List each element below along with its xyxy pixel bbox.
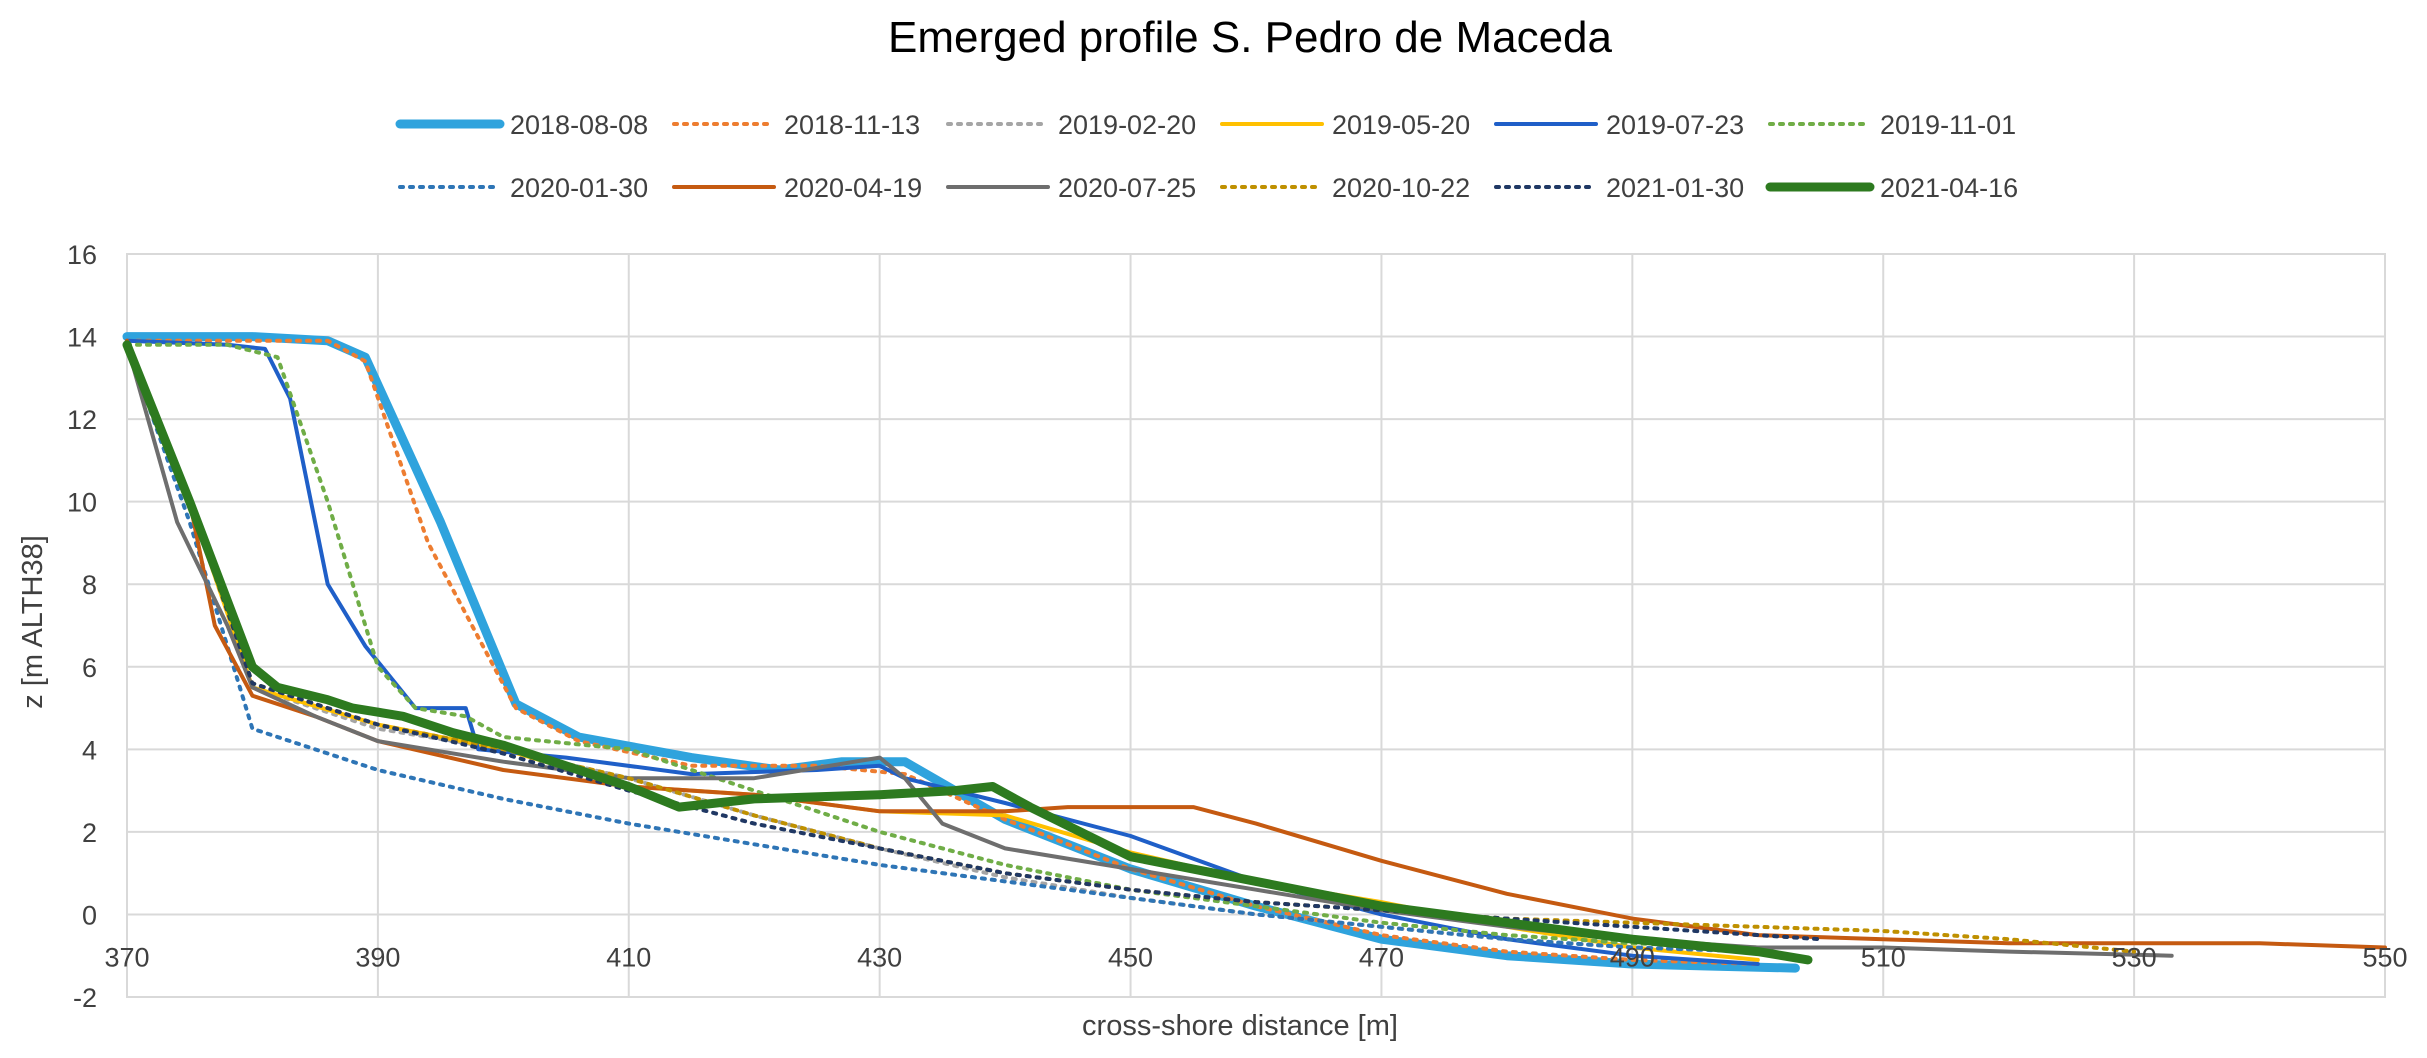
legend-label: 2020-04-19	[784, 173, 922, 203]
plot-area	[126, 253, 2386, 998]
y-tick-label: 0	[82, 900, 97, 930]
legend-label: 2020-01-30	[510, 173, 648, 203]
legend: 2018-08-08 2018-11-13 2019-02-20 2019-05-20…	[395, 110, 2018, 203]
legend-label: 2019-07-23	[1606, 110, 1744, 140]
legend-label: 2018-11-13	[784, 110, 920, 140]
y-axis-label: z [m ALTH38]	[17, 535, 49, 709]
legend-item: 2020-01-30	[398, 173, 648, 203]
legend-label: 2019-11-01	[1880, 110, 2016, 140]
series-line-2018-08-08	[122, 332, 1800, 973]
x-axis-label: cross-shore distance [m]	[1082, 1010, 1398, 1042]
series-line-2021-04-16	[122, 340, 1813, 965]
series-line-2020-01-30	[125, 342, 1760, 954]
legend-item: 2019-05-20	[1220, 110, 1470, 140]
x-tick-label: 550	[2362, 942, 2407, 972]
legend-item: 2019-11-01	[1768, 110, 2016, 140]
legend-item: 2018-08-08	[395, 110, 648, 140]
legend-item: 2019-02-20	[946, 110, 1196, 140]
legend-item: 2018-11-13	[672, 110, 920, 140]
y-tick-label: 14	[67, 323, 97, 353]
y-tick-label: 6	[82, 653, 97, 683]
legend-item: 2020-04-19	[672, 173, 922, 203]
series-line-2018-11-13	[125, 338, 1760, 966]
y-tick-label: 8	[82, 570, 97, 600]
legend-label: 2020-07-25	[1058, 173, 1196, 203]
legend-item: 2020-07-25	[946, 173, 1196, 203]
legend-label: 2018-08-08	[510, 110, 648, 140]
legend-label: 2019-02-20	[1058, 110, 1196, 140]
y-tick-label: 2	[82, 818, 97, 848]
legend-label: 2021-04-16	[1880, 173, 2018, 203]
y-tick-label: -2	[73, 983, 97, 1013]
legend-item: 2021-01-30	[1494, 173, 1744, 203]
y-tick-label: 12	[67, 405, 97, 435]
legend-label: 2021-01-30	[1606, 173, 1744, 203]
gridlines	[126, 253, 2386, 998]
x-tick-label: 430	[857, 942, 902, 972]
x-tick-label: 370	[104, 942, 149, 972]
legend-item: 2019-07-23	[1494, 110, 1744, 140]
x-tick-label: 470	[1359, 942, 1404, 972]
legend-item: 2020-10-22	[1220, 173, 1470, 203]
y-tick-label: 10	[67, 488, 97, 518]
x-tick-label: 390	[355, 942, 400, 972]
x-tick-label: 490	[1610, 942, 1655, 972]
legend-label: 2019-05-20	[1332, 110, 1470, 140]
series-line-2019-11-01	[125, 342, 1760, 950]
series-line-2020-04-19	[125, 338, 2387, 950]
x-tick-label: 410	[606, 942, 651, 972]
legend-item: 2021-04-16	[1765, 173, 2018, 203]
legend-label: 2020-10-22	[1332, 173, 1470, 203]
chart-title: Emerged profile S. Pedro de Maceda	[888, 13, 1612, 62]
y-tick-label: 4	[82, 735, 97, 765]
series-group	[122, 332, 2387, 973]
series-line-2021-01-30	[125, 342, 1823, 942]
y-tick-label: 16	[67, 240, 97, 270]
x-tick-label: 530	[2112, 942, 2157, 972]
tick-labels: -2 0 2 4 6 8 10 12 14 16 370 390 410 430 450 470 490 510 5…	[67, 240, 2408, 1013]
x-tick-label: 450	[1108, 942, 1153, 972]
x-tick-label: 510	[1861, 942, 1906, 972]
